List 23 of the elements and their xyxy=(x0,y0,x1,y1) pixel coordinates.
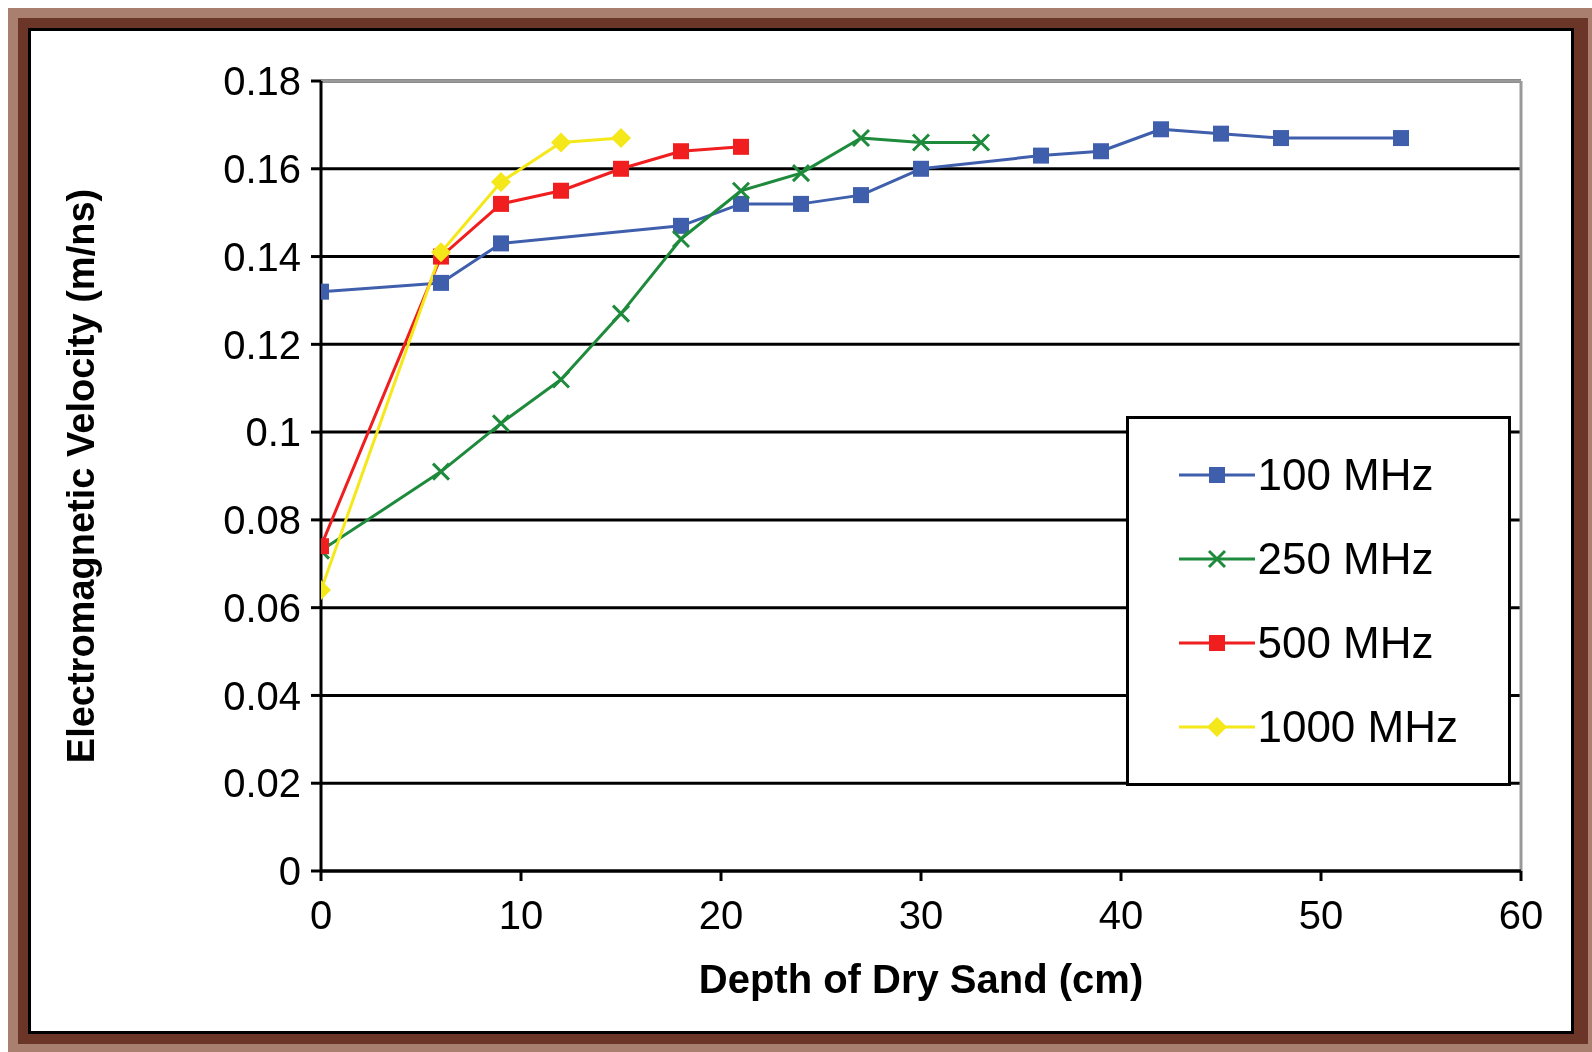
y-tick-label: 0.12 xyxy=(223,322,301,367)
y-tick-label: 0.06 xyxy=(223,585,301,630)
y-tick-label: 0 xyxy=(278,849,301,894)
legend-label: 500 MHz xyxy=(1257,618,1434,668)
legend-label: 250 MHz xyxy=(1257,534,1434,584)
y-tick-label: 0.08 xyxy=(223,498,301,543)
y-axis-title: Electromagnetic Velocity (m/ns) xyxy=(60,188,103,764)
x-tick-label: 50 xyxy=(1298,893,1344,938)
y-tick-label: 0.02 xyxy=(223,761,301,806)
x-tick-label: 0 xyxy=(309,893,333,938)
y-tick-label: 0.16 xyxy=(223,146,301,191)
y-tick-label: 0.1 xyxy=(245,410,301,455)
x-axis-title: Depth of Dry Sand (cm) xyxy=(698,957,1144,1001)
x-tick-label: 60 xyxy=(1498,893,1544,938)
y-tick-label: 0.18 xyxy=(223,59,301,104)
x-tick-label: 30 xyxy=(898,893,944,938)
legend-label: 1000 MHz xyxy=(1257,702,1458,752)
x-tick-label: 40 xyxy=(1098,893,1144,938)
legend-label: 100 MHz xyxy=(1257,450,1434,500)
y-tick-label: 0.14 xyxy=(223,234,301,279)
y-tick-label: 0.04 xyxy=(223,673,301,718)
x-tick-label: 10 xyxy=(498,893,544,938)
x-tick-label: 20 xyxy=(698,893,744,938)
